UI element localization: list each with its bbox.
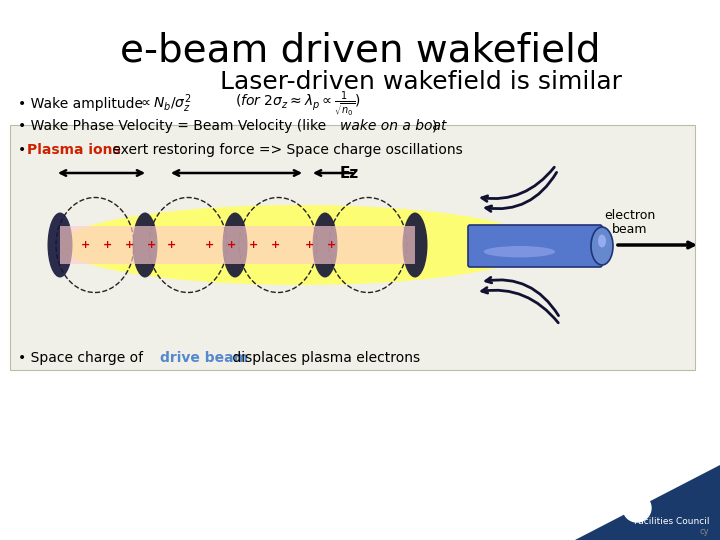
Ellipse shape <box>132 213 158 278</box>
Ellipse shape <box>222 213 248 278</box>
Text: • Wake amplitude: • Wake amplitude <box>18 97 143 111</box>
Text: drive beam: drive beam <box>160 351 248 365</box>
Text: +: + <box>167 240 176 250</box>
Ellipse shape <box>48 213 73 278</box>
Text: e-beam driven wakefield: e-beam driven wakefield <box>120 31 600 69</box>
Text: Laser-driven wakefield is similar: Laser-driven wakefield is similar <box>220 70 622 94</box>
Ellipse shape <box>402 213 428 278</box>
Text: ): ) <box>432 119 437 133</box>
Text: +: + <box>102 240 112 250</box>
Polygon shape <box>575 465 720 540</box>
Ellipse shape <box>484 246 555 258</box>
Text: +: + <box>146 240 156 250</box>
Text: exert restoring force => Space charge oscillations: exert restoring force => Space charge os… <box>108 143 463 157</box>
Text: +: + <box>81 240 89 250</box>
Text: +: + <box>228 240 237 250</box>
Ellipse shape <box>598 234 606 247</box>
Text: Ez: Ez <box>340 165 359 180</box>
Text: $(\mathit{for}\ 2\sigma_z \approx \lambda_p \propto \frac{1}{\sqrt{n_0}})$: $(\mathit{for}\ 2\sigma_z \approx \lambd… <box>235 89 361 119</box>
Text: cy: cy <box>700 528 710 537</box>
Ellipse shape <box>60 205 540 285</box>
Ellipse shape <box>312 213 338 278</box>
Text: wake on a boat: wake on a boat <box>340 119 446 133</box>
Text: $\propto N_b/\sigma_z^2$: $\propto N_b/\sigma_z^2$ <box>138 93 192 116</box>
FancyBboxPatch shape <box>468 225 602 267</box>
Text: beam: beam <box>612 223 648 236</box>
Ellipse shape <box>591 227 613 265</box>
Circle shape <box>623 494 651 522</box>
Text: +: + <box>328 240 337 250</box>
Text: electron: electron <box>604 209 656 222</box>
Text: displaces plasma electrons: displaces plasma electrons <box>228 351 420 365</box>
Text: +: + <box>249 240 258 250</box>
Text: +: + <box>125 240 134 250</box>
FancyBboxPatch shape <box>10 125 695 370</box>
Text: +: + <box>305 240 315 250</box>
Text: +: + <box>205 240 215 250</box>
Text: +: + <box>271 240 281 250</box>
Text: Plasma ions: Plasma ions <box>27 143 121 157</box>
Text: •: • <box>18 143 31 157</box>
Text: Facilities Council: Facilities Council <box>634 517 710 526</box>
Text: • Wake Phase Velocity = Beam Velocity (like: • Wake Phase Velocity = Beam Velocity (l… <box>18 119 330 133</box>
FancyBboxPatch shape <box>60 226 415 264</box>
Text: • Space charge of: • Space charge of <box>18 351 148 365</box>
